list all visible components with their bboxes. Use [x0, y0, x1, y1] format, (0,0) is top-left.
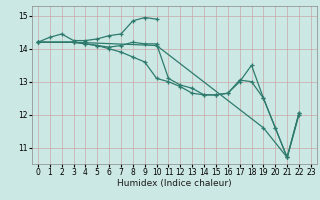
X-axis label: Humidex (Indice chaleur): Humidex (Indice chaleur): [117, 179, 232, 188]
